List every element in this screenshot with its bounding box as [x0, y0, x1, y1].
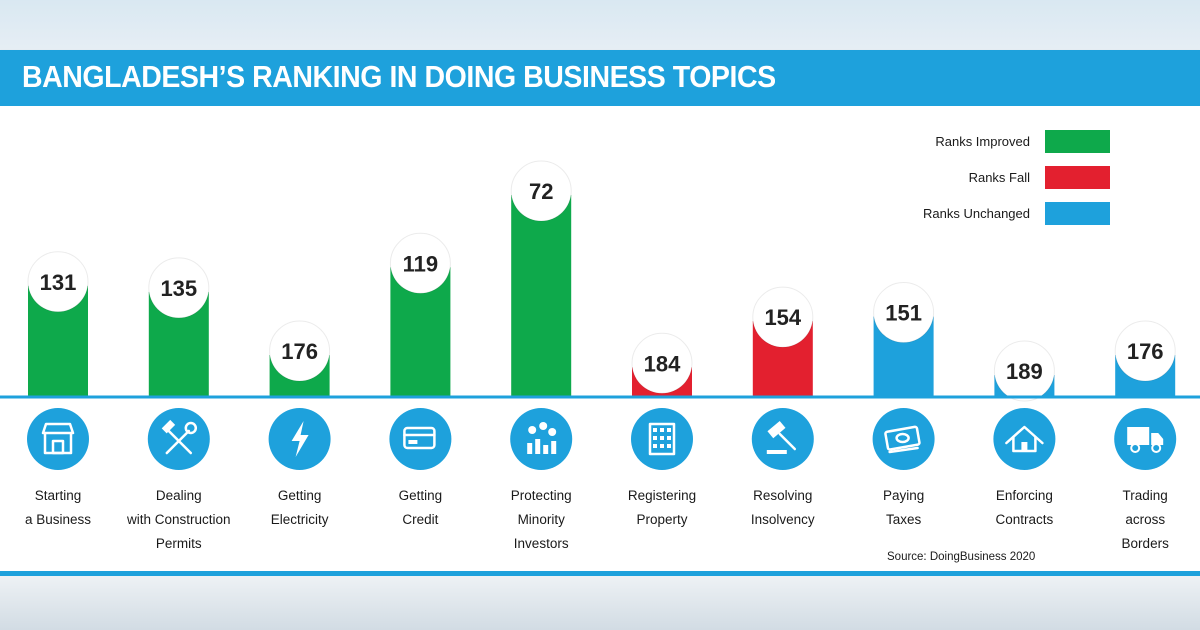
category-label-10-line-3: Borders	[1122, 536, 1170, 551]
value-label-8: 151	[885, 301, 922, 326]
category-label-6-line-2: Property	[636, 512, 687, 527]
category-label-6-line-1: Registering	[628, 488, 696, 503]
legend: Ranks Improved Ranks Fall Ranks Unchanged	[923, 130, 1110, 225]
value-bubble-2	[148, 257, 210, 319]
money-icon	[872, 408, 935, 470]
investors-icon	[510, 408, 573, 470]
category-label-7-line-2: Insolvency	[751, 512, 815, 527]
store-icon	[27, 408, 89, 470]
value-bubble-5	[510, 160, 572, 222]
building-icon	[631, 408, 693, 470]
lightning-icon	[268, 408, 331, 470]
bar-5	[511, 195, 572, 397]
chart-title: BANGLADESH’S RANKING IN DOING BUSINESS T…	[22, 59, 776, 94]
category-label-7-line-1: Resolving	[753, 488, 812, 503]
category-label-2-line-1: Dealing	[156, 488, 202, 503]
category-label-5-line-1: Protecting	[511, 488, 572, 503]
legend-swatch-unchanged	[1045, 202, 1110, 225]
value-bubble-4	[389, 232, 451, 294]
value-label-6: 184	[644, 351, 681, 376]
category-label-1-line-2: a Business	[25, 512, 91, 527]
category-label-5-line-2: Minority	[518, 512, 566, 527]
category-label-4-line-2: Credit	[402, 512, 438, 527]
legend-label-improved: Ranks Improved	[935, 134, 1030, 149]
category-labels: Starting a Business Dealing with Constructi…	[25, 488, 1169, 551]
house-icon	[993, 408, 1056, 470]
category-label-8-line-2: Taxes	[886, 512, 922, 527]
title-banner: BANGLADESH’S RANKING IN DOING BUSINESS T…	[0, 50, 1200, 106]
bars: 131 135 176 119 72 184 154 151 189 176	[27, 160, 1176, 402]
category-label-2-line-3: Permits	[156, 536, 202, 551]
truck-icon	[1114, 408, 1177, 470]
category-icons	[27, 408, 1177, 470]
hammer-wrench-icon	[147, 408, 210, 470]
legend-label-unchanged: Ranks Unchanged	[923, 206, 1030, 221]
category-label-10-line-1: Trading	[1123, 488, 1168, 503]
value-label-7: 154	[764, 305, 801, 330]
category-label-5-line-3: Investors	[514, 536, 569, 551]
category-label-2-line-2: with Construction	[126, 512, 231, 527]
category-label-8-line-1: Paying	[883, 488, 924, 503]
category-label-3-line-1: Getting	[278, 488, 322, 503]
category-label-9-line-2: Contracts	[996, 512, 1054, 527]
value-label-1: 131	[40, 270, 77, 295]
value-label-5: 72	[529, 179, 553, 204]
value-bubble-6	[631, 332, 693, 394]
value-bubble-3	[269, 320, 331, 382]
value-label-3: 176	[281, 339, 318, 364]
category-label-9-line-1: Enforcing	[996, 488, 1053, 503]
value-label-10: 176	[1127, 339, 1164, 364]
category-label-4-line-1: Getting	[399, 488, 443, 503]
bottom-strip	[0, 571, 1200, 576]
category-label-1-line-1: Starting	[35, 488, 82, 503]
category-label-10-line-2: across	[1125, 512, 1165, 527]
value-bubble-1	[27, 251, 89, 313]
value-bubble-9	[993, 340, 1055, 402]
source-note: Source: DoingBusiness 2020	[887, 551, 1036, 563]
legend-swatch-improved	[1045, 130, 1110, 153]
legend-swatch-fall	[1045, 166, 1110, 189]
value-bubble-8	[873, 282, 935, 344]
legend-label-fall: Ranks Fall	[969, 170, 1031, 185]
category-label-3-line-2: Electricity	[271, 512, 329, 527]
gavel-icon	[751, 408, 814, 470]
value-bubble-7	[752, 286, 814, 348]
credit-card-icon	[389, 408, 452, 470]
value-bubble-10	[1114, 320, 1176, 382]
value-label-2: 135	[160, 276, 197, 301]
value-label-9: 189	[1006, 359, 1043, 384]
value-label-4: 119	[403, 251, 439, 276]
